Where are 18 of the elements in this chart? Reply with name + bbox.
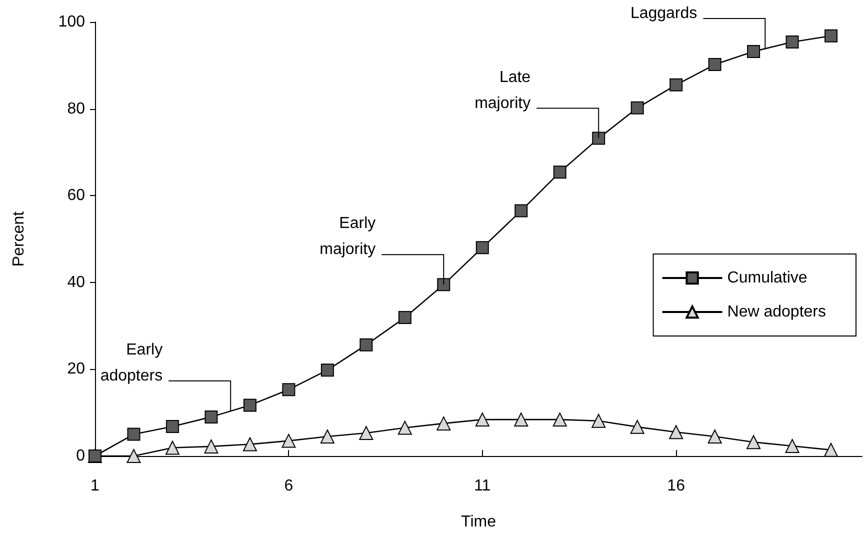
annotation: Late majority — [474, 68, 531, 112]
y-tick-label: 20 — [67, 360, 86, 378]
legend-label: New adopters — [727, 304, 826, 320]
legend-label: Cumulative — [727, 270, 808, 286]
annotation: Early adopters — [100, 341, 163, 384]
annotation: Laggards — [630, 4, 698, 22]
x-tick-label: 16 — [667, 478, 686, 494]
y-tick-label: 100 — [58, 14, 86, 30]
annotation: Early majority — [320, 215, 376, 258]
y-tick-label: 80 — [67, 100, 86, 118]
y-axis-title: Percent — [10, 210, 28, 267]
y-tick-label: 0 — [76, 448, 86, 464]
x-tick-label: 1 — [90, 478, 100, 494]
x-tick-label: 11 — [474, 478, 491, 494]
y-tick-label: 60 — [67, 187, 86, 204]
x-axis-title: Time — [461, 514, 496, 530]
y-tick-label: 40 — [67, 274, 86, 291]
x-tick-label: 6 — [284, 478, 294, 494]
